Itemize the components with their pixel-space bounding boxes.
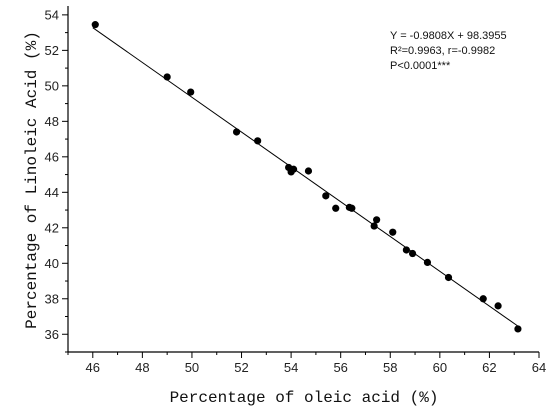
x-tick-label: 46 bbox=[86, 360, 100, 375]
x-tick-label: 48 bbox=[135, 360, 149, 375]
annotation-equation: Y = -0.9808X + 98.3955 bbox=[390, 30, 507, 42]
data-point bbox=[389, 228, 397, 236]
data-point bbox=[289, 165, 298, 173]
annotation-p-value: P<0.0001*** bbox=[390, 60, 451, 72]
data-point bbox=[254, 137, 262, 145]
y-tick-label: 44 bbox=[45, 185, 59, 200]
y-tick-label: 40 bbox=[45, 256, 59, 271]
data-point bbox=[163, 73, 171, 81]
x-tick-label: 58 bbox=[383, 360, 397, 375]
data-point bbox=[373, 216, 381, 224]
data-point bbox=[322, 192, 330, 200]
x-tick-label: 50 bbox=[185, 360, 199, 375]
data-point bbox=[408, 249, 417, 258]
y-tick-label: 52 bbox=[45, 43, 59, 58]
regression-line bbox=[92, 27, 520, 328]
y-tick-label: 54 bbox=[45, 7, 59, 22]
data-point bbox=[332, 204, 340, 212]
y-tick-label: 38 bbox=[45, 291, 59, 306]
data-point bbox=[514, 325, 522, 333]
y-ticks: 36 38 40 42 44 46 48 50 52 54 bbox=[45, 7, 68, 353]
x-tick-label: 62 bbox=[482, 360, 496, 375]
data-point bbox=[187, 88, 195, 96]
y-tick-label: 48 bbox=[45, 114, 59, 129]
x-tick-label: 54 bbox=[284, 360, 298, 375]
y-tick-label: 50 bbox=[45, 78, 59, 93]
data-point bbox=[304, 167, 313, 175]
data-point bbox=[348, 204, 356, 212]
x-ticks: 46 48 50 52 54 56 58 60 62 64 bbox=[67, 352, 546, 375]
x-tick-label: 64 bbox=[532, 360, 546, 375]
annotation-r-values: R²=0.9963, r=-0.9982 bbox=[390, 45, 495, 57]
x-tick-label: 52 bbox=[234, 360, 248, 375]
data-point bbox=[494, 302, 502, 310]
y-tick-label: 36 bbox=[45, 327, 59, 342]
data-point bbox=[91, 21, 99, 29]
y-tick-label: 46 bbox=[45, 149, 59, 164]
data-point bbox=[479, 295, 487, 303]
data-point bbox=[423, 258, 432, 266]
data-points bbox=[91, 21, 522, 333]
y-tick-label: 42 bbox=[45, 220, 59, 235]
x-axis-title: Percentage of oleic acid (%) bbox=[170, 389, 439, 407]
data-point bbox=[232, 128, 241, 136]
data-point bbox=[444, 273, 453, 282]
axes bbox=[67, 6, 539, 353]
x-tick-label: 56 bbox=[333, 360, 347, 375]
y-axis-title: Percentage of Linoleic Acid (%) bbox=[23, 31, 41, 329]
x-tick-label: 60 bbox=[433, 360, 447, 375]
data-point bbox=[402, 246, 410, 254]
data-point bbox=[370, 222, 378, 230]
regression-annotation: Y = -0.9808X + 98.3955 R²=0.9963, r=-0.9… bbox=[390, 30, 507, 72]
